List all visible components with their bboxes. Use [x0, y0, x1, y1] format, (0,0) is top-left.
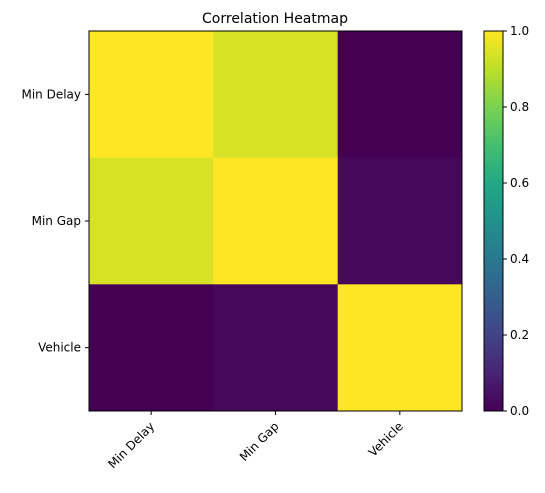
y-tick-label: Vehicle [38, 341, 81, 355]
heatmap-cell [213, 284, 339, 412]
colorbar [483, 30, 504, 412]
colorbar-axis: 0.0 0.2 0.4 0.6 0.8 1.0 [503, 24, 529, 418]
heatmap-cell [213, 157, 339, 285]
heatmap-cell [89, 157, 214, 285]
x-tick-label: Min Delay [105, 419, 157, 471]
colorbar-tick-label: 0.4 [510, 252, 529, 266]
heatmap-cell [89, 284, 214, 412]
y-tick-label: Min Delay [21, 87, 81, 101]
heatmap-cell [89, 31, 214, 159]
x-tick-label: Min Gap [237, 419, 282, 464]
chart-title: Correlation Heatmap [202, 11, 348, 27]
x-tick-label: Vehicle [366, 419, 406, 459]
colorbar-tick-label: 1.0 [510, 24, 529, 38]
y-tick-label: Min Gap [32, 214, 81, 228]
colorbar-tick-label: 0.2 [510, 328, 529, 342]
colorbar-tick-label: 0.8 [510, 100, 529, 114]
colorbar-tick-label: 0.0 [510, 404, 529, 418]
heatmap-cell [213, 31, 339, 159]
y-axis: Min Delay Min Gap Vehicle [21, 87, 89, 355]
colorbar-tick-label: 0.6 [510, 176, 529, 190]
heatmap-cell [337, 31, 463, 159]
heatmap-cells [89, 31, 463, 412]
x-axis: Min Delay Min Gap Vehicle [105, 411, 406, 471]
heatmap-cell [337, 157, 463, 285]
heatmap-cell [337, 284, 463, 412]
